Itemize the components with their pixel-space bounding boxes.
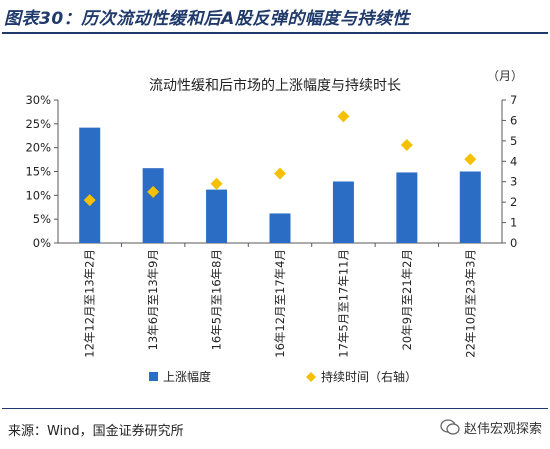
marker-5 xyxy=(337,110,350,123)
watermark-text: 赵伟宏观探索 xyxy=(463,421,542,437)
legend-marker-label: 持续时间（右轴） xyxy=(321,369,417,384)
chart-area: 流动性缓和后市场的上涨幅度与持续时长 （月） 0% 5% 10% 15% 20% 25% 3… xyxy=(25,69,523,384)
x-tick-label: 22年10月至23年3月 xyxy=(463,249,477,358)
right-tick-label: 5 xyxy=(510,134,517,148)
x-tick-label: 16年5月至16年8月 xyxy=(210,249,224,350)
x-tick-label: 17年5月至17年11月 xyxy=(336,249,350,358)
source-note: 来源：Wind，国金证券研究所 xyxy=(8,424,184,439)
title-divider xyxy=(2,32,548,34)
marker-6 xyxy=(400,138,413,151)
right-tick-label: 0 xyxy=(510,236,517,250)
right-tick-label: 3 xyxy=(510,175,517,189)
left-tick-label: 25% xyxy=(25,117,51,131)
wechat-icon xyxy=(440,419,460,435)
marker-3 xyxy=(210,177,223,190)
left-tick-label: 20% xyxy=(25,141,51,155)
bar-6 xyxy=(396,172,418,243)
right-tick-label: 6 xyxy=(510,113,517,127)
chart-title: 流动性缓和后市场的上涨幅度与持续时长 xyxy=(149,77,401,94)
right-tick-label: 1 xyxy=(510,216,517,230)
marker-2 xyxy=(147,185,160,198)
legend-bar-label: 上涨幅度 xyxy=(163,369,211,384)
left-tick-label: 0% xyxy=(33,236,51,250)
marker-7 xyxy=(464,153,477,166)
legend-marker-swatch xyxy=(306,372,316,382)
left-tick-label: 15% xyxy=(25,165,51,179)
x-tick-label: 16年12月至17年4月 xyxy=(273,249,287,358)
figure-title: 图表30：历次流动性缓和后A股反弹的幅度与持续性 xyxy=(4,9,410,29)
bar-1 xyxy=(79,127,101,243)
axes: 0% 5% 10% 15% 20% 25% 30% 0 1 2 3 4 5 6 7 xyxy=(25,93,517,250)
legend: 上涨幅度 持续时间（右轴） xyxy=(149,369,417,384)
watermark: 赵伟宏观探索 xyxy=(440,417,542,437)
left-tick-label: 5% xyxy=(33,212,51,226)
bar-7 xyxy=(459,171,481,243)
right-axis-unit: （月） xyxy=(487,69,523,83)
x-tick-label: 20年9月至21年2月 xyxy=(400,249,414,350)
marker-series xyxy=(83,110,477,207)
marker-1 xyxy=(83,194,96,207)
right-tick-label: 7 xyxy=(510,93,517,107)
legend-bar-swatch xyxy=(149,372,158,381)
bar-4 xyxy=(269,213,291,243)
x-tick-label: 12年12月至13年2月 xyxy=(83,249,97,358)
bar-5 xyxy=(332,181,354,243)
marker-4 xyxy=(274,167,286,180)
left-tick-label: 10% xyxy=(25,188,51,202)
right-tick-label: 4 xyxy=(510,154,517,168)
left-tick-label: 30% xyxy=(25,93,51,107)
footer-divider xyxy=(2,408,548,409)
right-tick-label: 2 xyxy=(510,195,517,209)
bar-series xyxy=(79,127,481,243)
x-tick-label: 13年6月至13年9月 xyxy=(146,249,160,350)
x-axis-labels: 12年12月至13年2月 13年6月至13年9月 16年5月至16年8月 16年12月… xyxy=(83,249,478,358)
bar-2 xyxy=(142,168,164,243)
bar-3 xyxy=(206,189,228,243)
